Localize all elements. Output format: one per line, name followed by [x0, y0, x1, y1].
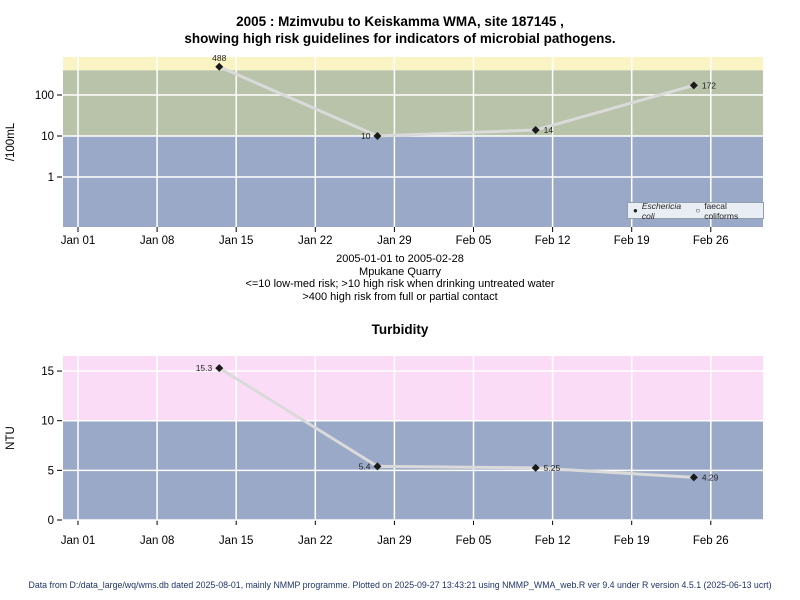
main-title: 2005 : Mzimvubu to Keiskamma WMA, site 1…	[0, 13, 800, 47]
data-point-marker	[689, 473, 698, 482]
x-tick-label: Feb 05	[456, 235, 492, 247]
data-point-label: 5.4	[359, 461, 371, 471]
footer-provenance: Data from D:/data_large/wq/wms.db dated …	[28, 580, 772, 590]
x-tick-label: Jan 08	[140, 235, 175, 247]
subtitle-site-name: Mpukane Quarry	[359, 265, 441, 278]
data-point-marker	[215, 62, 224, 71]
main-title-line1: 2005 : Mzimvubu to Keiskamma WMA, site 1…	[236, 14, 564, 29]
x-tick-label: Feb 05	[456, 535, 492, 547]
x-tick-label: Jan 29	[377, 535, 412, 547]
guideline-band	[63, 57, 763, 71]
x-tick-label: Feb 19	[614, 535, 650, 547]
data-point-label: 488	[212, 53, 226, 63]
x-tick-label: Jan 15	[219, 535, 254, 547]
subtitle-block: 2005-01-01 to 2005-02-28 Mpukane Quarry …	[0, 253, 800, 303]
x-tick-label: Feb 12	[535, 235, 571, 247]
y-tick-label: 10	[41, 416, 54, 428]
data-point-label: 172	[702, 80, 716, 90]
y-tick-label: 15	[41, 366, 54, 378]
y-tick-label: 10	[41, 131, 54, 143]
legend: ● Eschericia coli ○ faecal coliforms	[627, 200, 764, 221]
y-axis-label-per100ml: /100mL	[5, 122, 17, 162]
legend-label-ecoli: Eschericia coli	[641, 200, 682, 221]
data-point-marker	[531, 463, 540, 472]
data-point-marker	[531, 126, 540, 135]
x-tick-label: Jan 22	[298, 535, 333, 547]
x-tick-label: Jan 29	[377, 235, 412, 247]
y-tick-label: 100	[35, 90, 54, 102]
subtitle-risk-note-1: <=10 low-med risk; >10 high risk when dr…	[245, 278, 555, 290]
series-line	[217, 65, 696, 138]
y-tick-label: 0	[48, 515, 54, 527]
subtitle-risk-note-2: >400 high risk from full or partial cont…	[302, 290, 498, 303]
x-tick-label: Jan 22	[298, 235, 333, 247]
x-tick-label: Feb 19	[614, 235, 650, 247]
series-line	[217, 366, 696, 479]
x-tick-label: Jan 01	[61, 535, 96, 547]
x-tick-label: Feb 26	[693, 535, 729, 547]
x-tick-label: Feb 26	[693, 235, 729, 247]
x-tick-label: Feb 12	[535, 535, 571, 547]
data-point-label: 4.29	[702, 472, 719, 482]
guideline-band	[63, 356, 763, 421]
data-point-label: 10	[361, 131, 371, 141]
faecal-open-marker-icon: ○	[695, 205, 701, 215]
x-tick-label: Jan 15	[219, 235, 254, 247]
x-tick-label: Jan 01	[61, 235, 96, 247]
data-point-marker	[215, 364, 224, 373]
data-point-label: 14	[544, 125, 554, 135]
data-point-marker	[689, 81, 698, 90]
data-point-marker	[373, 132, 382, 140]
y-tick-label: 1	[48, 172, 54, 184]
data-point-label: 15.3	[196, 363, 213, 373]
y-axis-label-ntu: NTU	[5, 426, 17, 450]
y-tick-label: 5	[48, 465, 54, 477]
x-tick-label: Jan 08	[140, 535, 175, 547]
main-title-line2: showing high risk guidelines for indicat…	[184, 31, 616, 46]
turbidity-title: Turbidity	[371, 322, 429, 337]
guideline-band	[63, 70, 763, 136]
ecoli-filled-marker-icon: ●	[633, 205, 638, 215]
subtitle-date-range: 2005-01-01 to 2005-02-28	[336, 253, 464, 265]
legend-label-faecal: faecal coliforms	[704, 200, 739, 221]
data-point-marker	[373, 462, 382, 471]
data-point-label: 5.25	[544, 463, 561, 473]
